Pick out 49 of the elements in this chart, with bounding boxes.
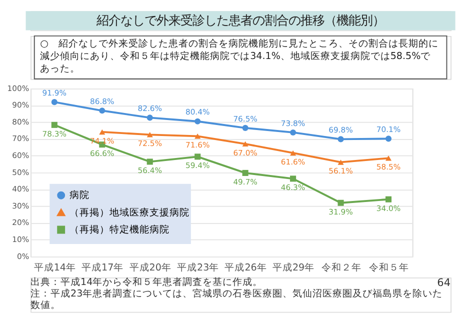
data-label: 31.9% [328,207,353,216]
y-tick-label: 70% [12,134,30,144]
legend-label: 病院 [70,189,90,202]
data-label: 78.3% [42,129,67,138]
data-label: 69.8% [328,126,353,135]
x-tick-label: 平成17年 [82,261,124,274]
chart-subtitle: ○ 紹介なしで外来受診した患者の割合を病院機能別に見たところ、その割合は長期的に減少傾向にあり、令和５年は特定機能病院では34.1%、地域医療支援病院では58.5%であった。 [40,37,438,74]
legend-label: （再掲）特定機能病院 [70,224,170,236]
text: 注：平成23年患者調査については、宮城県の石巻医療圏、気仙沼医療圏及び福島県を除いた数値。 [30,288,443,311]
data-label: 80.4% [185,108,210,117]
x-tick-label: 平成14年 [34,261,76,274]
data-label: 58.5% [376,162,401,172]
data-label: 91.9% [42,88,67,98]
y-tick-label: 60% [12,151,30,160]
data-label: 70.1% [376,125,401,134]
data-label: 67.0% [233,148,258,158]
data-label: 61.6% [280,157,306,166]
y-tick-label: 30% [12,201,30,210]
source-note: 出典：平成14年から令和５年患者調査を基に作成。 [30,276,263,288]
data-label: 59.4% [185,161,210,170]
y-tick-label: 80% [12,117,30,126]
data-label: 72.5% [138,139,162,148]
chart-title: 紹介なしで外来受診した患者の割合の推移（機能別） [96,12,385,28]
data-label: 56.1% [328,166,353,176]
data-label: 49.7% [233,177,258,186]
data-label: 66.6% [90,149,114,158]
y-tick-label: 90% [12,100,30,110]
y-tick-label: 10% [12,235,30,244]
y-tick-label: 20% [12,218,30,228]
y-tick-label: 0% [17,252,30,261]
x-tick-label: 平成26年 [224,261,267,274]
x-tick-label: 令和２年 [321,261,362,274]
x-tick-label: 平成29年 [272,261,315,274]
data-label: 46.3% [280,183,306,192]
data-label: 73.8% [280,118,306,128]
data-label: 71.6% [185,140,210,150]
data-label: 34.0% [376,204,401,213]
legend-label: （再掲）地域医療支援病院 [70,206,190,218]
y-tick-label: 40% [12,184,30,194]
text: 64 [437,277,451,290]
x-tick-label: 令和５年 [368,261,409,274]
y-tick-label: 50% [12,168,30,177]
x-tick-label: 平成20年 [129,261,172,274]
data-label: 76.5% [233,114,258,124]
data-label: 82.6% [138,104,162,114]
data-label: 56.4% [138,166,162,176]
y-tick-label: 100% [7,84,30,93]
x-tick-label: 平成23年 [177,261,220,274]
data-label: 86.8% [90,96,114,106]
